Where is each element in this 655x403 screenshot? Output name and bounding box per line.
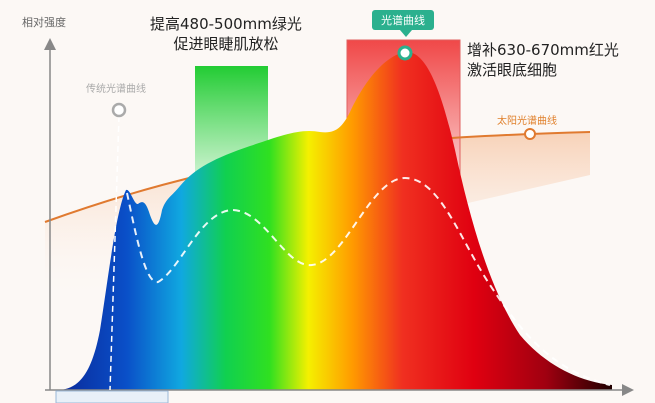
spectrum-curve-badge: 光谱曲线: [372, 10, 434, 30]
peak-marker-icon: [397, 45, 413, 61]
traditional-curve-label: 传统光谱曲线: [86, 84, 146, 95]
badge-pointer: [400, 30, 412, 37]
green-light-note: 提高480-500mm绿光 促进眼睫肌放松: [150, 14, 302, 54]
y-axis-label: 相对强度: [22, 16, 66, 29]
solar-curve-label: 太阳光谱曲线: [497, 116, 557, 127]
blue-range-marker: [55, 390, 169, 403]
led-spectrum-area: [60, 51, 612, 390]
green-note-line1: 提高480-500mm绿光: [150, 15, 302, 33]
traditional-leader: [109, 115, 120, 391]
y-axis-arrow: [44, 38, 56, 50]
red-note-line1: 增补630-670mm红光: [467, 41, 619, 59]
traditional-spectrum-dashed: [126, 176, 611, 386]
green-note-line2: 促进眼睫肌放松: [173, 35, 279, 53]
traditional-marker-icon: [111, 102, 127, 118]
red-note-line2: 激活眼底细胞: [467, 61, 558, 79]
x-axis-arrow: [622, 384, 634, 396]
solar-marker-icon: [524, 128, 536, 140]
red-light-note: 增补630-670mm红光 激活眼底细胞: [467, 40, 619, 80]
